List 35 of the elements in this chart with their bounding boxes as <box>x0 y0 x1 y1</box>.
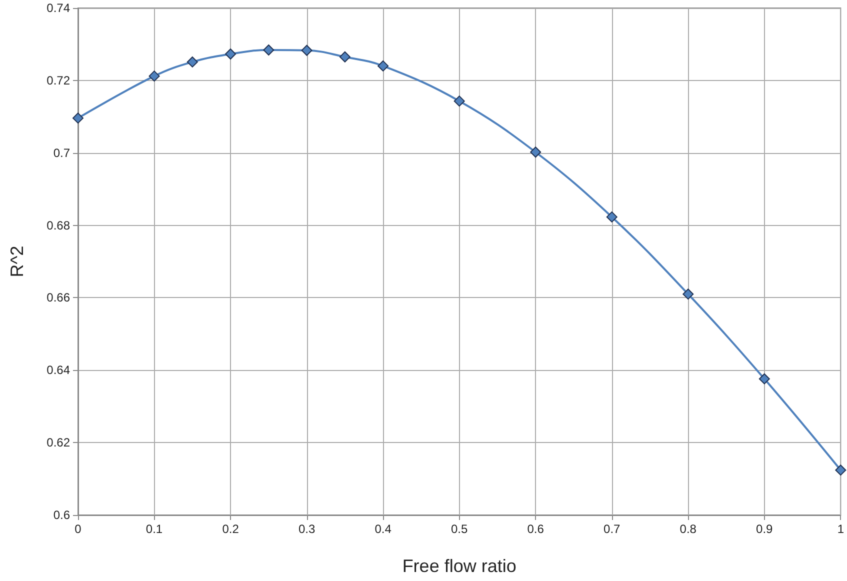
point <box>530 146 542 158</box>
x-tick-label: 0.3 <box>298 522 316 536</box>
y-tick-label: 0.72 <box>46 73 70 88</box>
point <box>835 464 846 476</box>
y-axis-title: R^2 <box>7 246 27 278</box>
x-tick-label: 1 <box>837 522 844 536</box>
point <box>378 60 389 72</box>
y-tick-label: 0.66 <box>46 290 70 305</box>
point <box>225 48 236 60</box>
x-tick-label: 0.4 <box>374 522 392 536</box>
point <box>148 70 160 82</box>
x-tick-label: 0.5 <box>450 522 468 536</box>
point <box>72 112 84 124</box>
x-tick-label: 0.9 <box>756 522 774 536</box>
point <box>454 96 465 107</box>
point <box>682 288 694 300</box>
point <box>606 211 618 222</box>
y-tick-label: 0.7 <box>53 146 70 160</box>
x-tick-label: 0.2 <box>222 522 240 536</box>
x-tick-label: 0.1 <box>146 522 163 536</box>
y-tick-label: 0.68 <box>46 218 70 232</box>
y-tick-label: 0.62 <box>46 436 70 450</box>
x-tick-label: 0 <box>74 522 82 536</box>
x-axis-title: Free flow ratio <box>402 556 516 576</box>
x-tick-label: 0.8 <box>680 522 697 536</box>
y-tick-label: 0.6 <box>53 508 70 522</box>
point <box>339 51 350 62</box>
y-tick-label: 0.64 <box>46 363 70 378</box>
point <box>186 56 198 68</box>
x-tick-label: 0.7 <box>604 522 621 536</box>
point <box>758 373 770 384</box>
point <box>263 44 274 56</box>
x-tick-label: 0.6 <box>527 522 544 536</box>
point <box>301 44 312 56</box>
y-tick-label: 0.74 <box>46 1 70 15</box>
